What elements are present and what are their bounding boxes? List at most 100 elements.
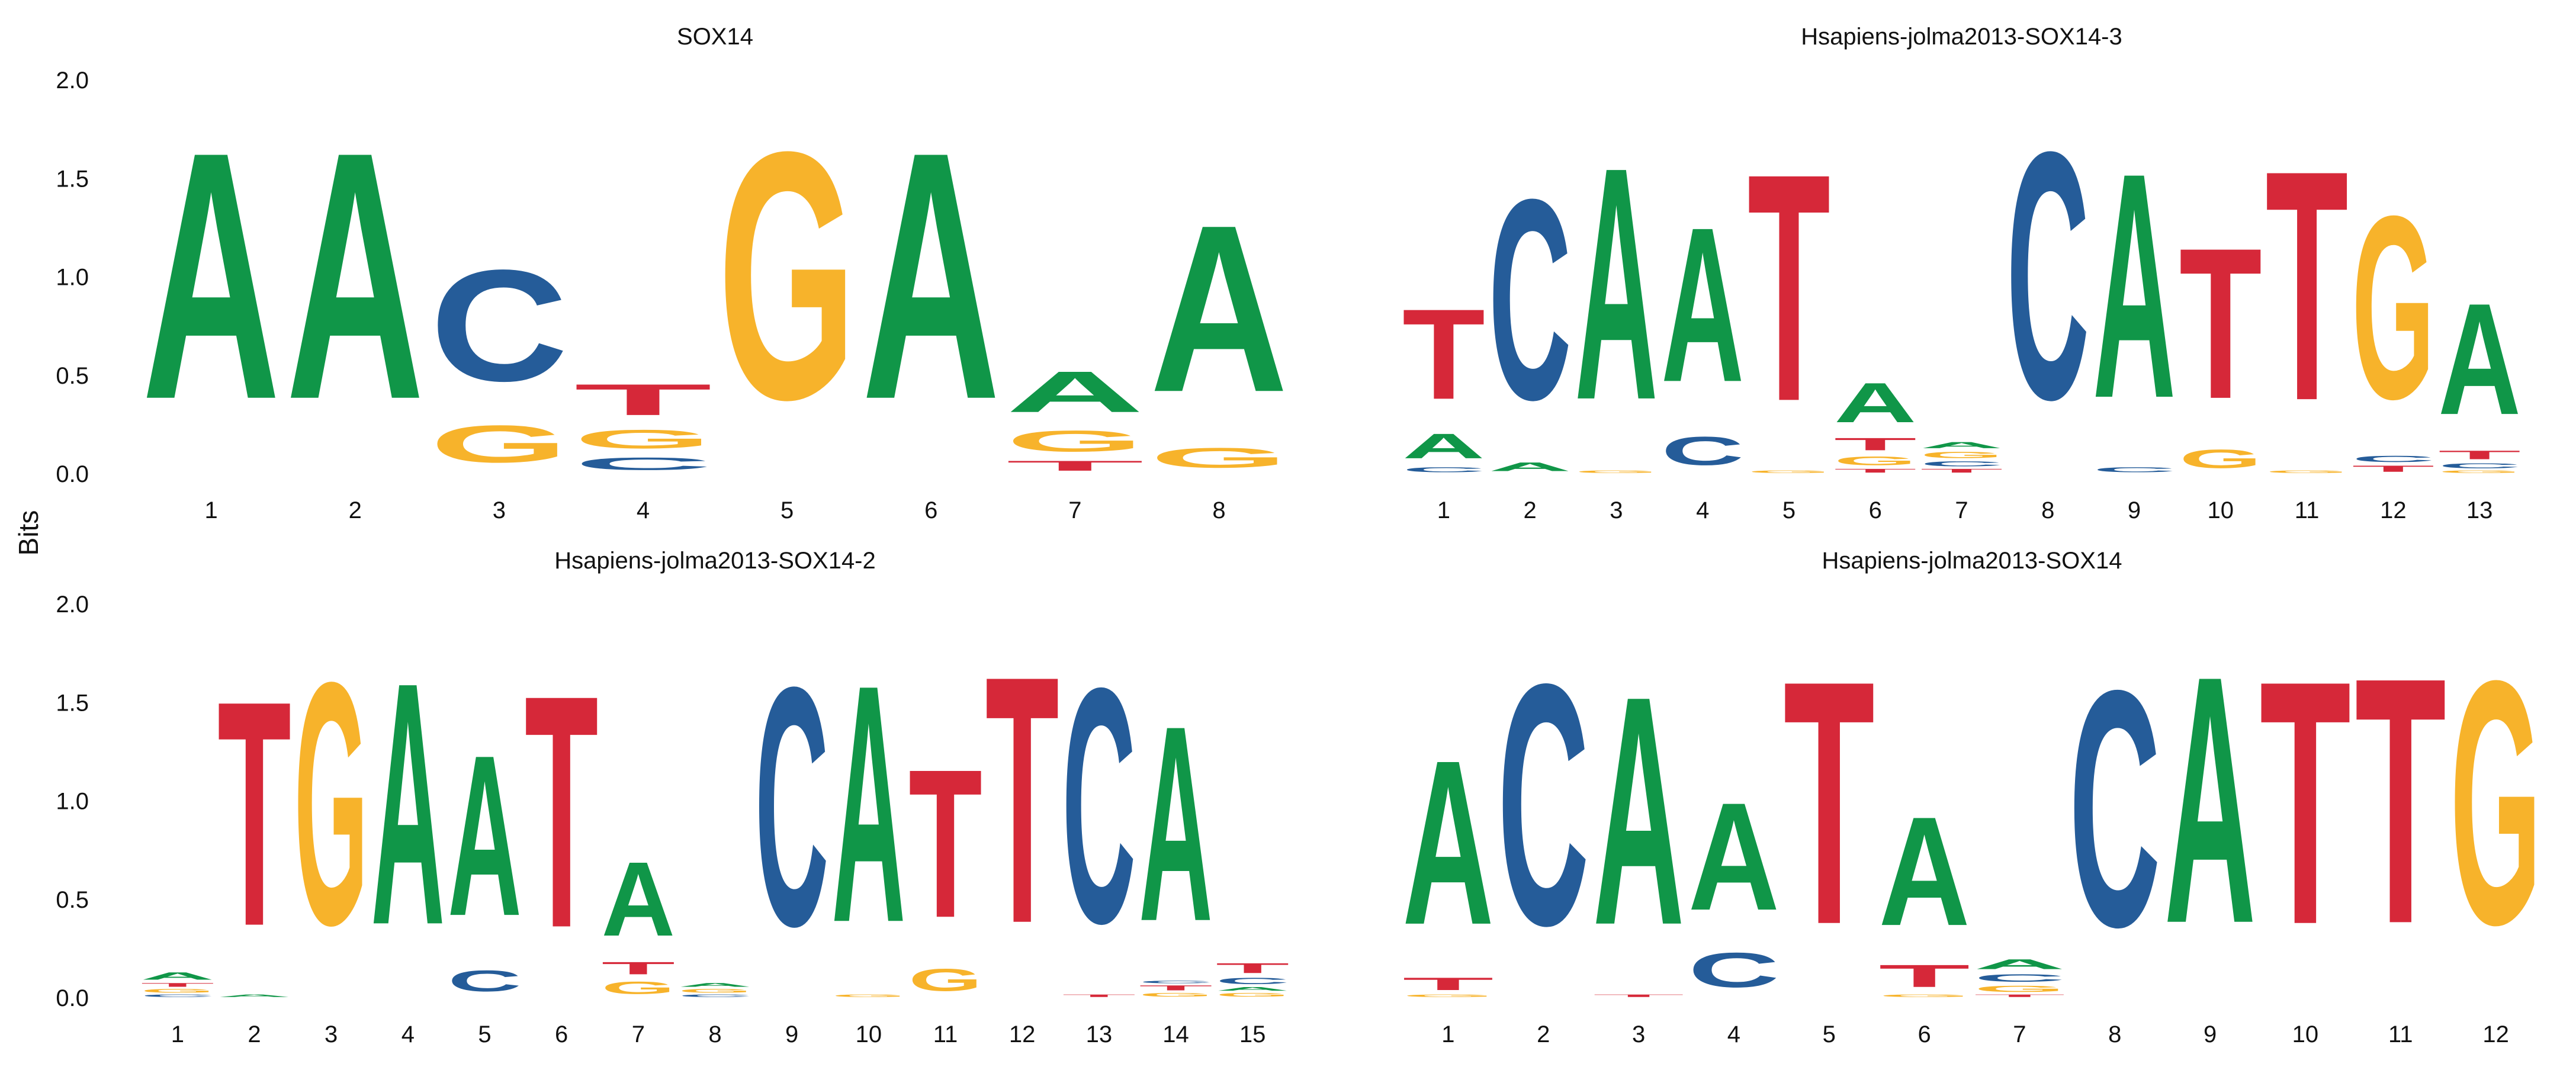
logo-panel-3: Hsapiens-jolma2013-SOX14-2 0.0 0.5 1.0 1.5 2.… — [56, 548, 1289, 1047]
letter-A: A — [862, 78, 1000, 473]
letter-A: A — [2093, 107, 2176, 465]
x-tick-label: 8 — [708, 1021, 721, 1047]
letter-T: T — [1062, 994, 1136, 998]
letter-C: C — [430, 237, 568, 414]
x-tick-label: 12 — [2482, 1021, 2509, 1047]
letter-T: T — [602, 958, 675, 978]
letter-A: A — [1688, 772, 1780, 943]
x-tick-label: 6 — [1869, 497, 1882, 523]
letter-C: C — [1974, 972, 2065, 984]
letter-T: T — [574, 375, 712, 425]
letter-A: A — [602, 840, 675, 959]
x-tick-label: 12 — [2380, 497, 2407, 523]
x-tick-label: 7 — [1955, 497, 1968, 523]
letter-G: G — [2179, 444, 2262, 474]
x-tick-label: 3 — [1610, 497, 1623, 523]
x-tick-label: 4 — [1727, 1021, 1740, 1047]
letter-T: T — [1006, 458, 1144, 474]
x-tick-label: 9 — [785, 1021, 798, 1047]
letter-G: G — [1006, 425, 1144, 458]
y-tick-label: 1.0 — [56, 789, 89, 815]
x-tick-label: 9 — [2128, 497, 2141, 523]
y-tick-label: 2.0 — [56, 68, 89, 94]
letter-A: A — [1402, 711, 1493, 973]
panel-title: Hsapiens-jolma2013-SOX14-2 — [554, 548, 876, 574]
letter-A: A — [2438, 270, 2521, 448]
letter-A: A — [1216, 986, 1289, 992]
letter-C: C — [1920, 460, 2003, 468]
letter-T: T — [2179, 204, 2262, 444]
letter-A: A — [1489, 460, 1572, 474]
letter-G: G — [1748, 470, 1830, 474]
letter-G: G — [430, 414, 568, 474]
letter-T: T — [1748, 106, 1830, 469]
letter-C: C — [1139, 980, 1212, 984]
letter-T: T — [1139, 984, 1212, 992]
letter-C: C — [1688, 943, 1780, 998]
letter-T: T — [1216, 960, 1289, 976]
letter-T: T — [2438, 448, 2521, 462]
letter-A: A — [1593, 628, 1684, 993]
x-tick-label: 11 — [933, 1021, 958, 1047]
letter-G: G — [1402, 994, 1493, 998]
letter-G: G — [2438, 470, 2521, 474]
x-tick-label: 4 — [1696, 497, 1709, 523]
letter-T: T — [1878, 958, 1970, 994]
x-tick-label: 3 — [1632, 1021, 1645, 1047]
letter-T: T — [908, 725, 982, 962]
x-tick-label: 1 — [1441, 1021, 1454, 1047]
x-tick-label: 8 — [1212, 497, 1225, 523]
y-tick-label: 0.0 — [56, 461, 89, 487]
letter-G: G — [908, 962, 982, 998]
x-tick-label: 5 — [1823, 1021, 1836, 1047]
y-axis-title: Bits — [13, 510, 44, 556]
logo-panel-4: Hsapiens-jolma2013-SOX14GTA1C2TA3CA4T5GT… — [1402, 548, 2542, 1047]
letter-C: C — [755, 616, 828, 998]
letter-G: G — [1974, 984, 2065, 994]
panel-title: Hsapiens-jolma2013-SOX14 — [1822, 548, 2122, 574]
letter-C: C — [1498, 612, 1589, 997]
letter-A: A — [286, 78, 424, 473]
x-tick-label: 3 — [325, 1021, 338, 1047]
x-tick-label: 7 — [1068, 497, 1081, 523]
letter-C: C — [574, 454, 712, 474]
letter-C: C — [2006, 78, 2089, 473]
x-tick-label: 3 — [493, 497, 506, 523]
logo-panel-2: Hsapiens-jolma2013-SOX14-3CAT1AC2GA3CA4G… — [1402, 24, 2521, 523]
letter-G: G — [1216, 992, 1289, 998]
x-tick-label: 6 — [924, 497, 937, 523]
x-tick-label: 4 — [402, 1021, 415, 1047]
letter-T: T — [1402, 283, 1485, 427]
x-tick-label: 2 — [1524, 497, 1537, 523]
x-tick-label: 5 — [478, 1021, 491, 1047]
letter-A: A — [141, 970, 214, 982]
x-tick-label: 8 — [2108, 1021, 2121, 1047]
letter-G: G — [2266, 470, 2349, 474]
letter-A: A — [1006, 359, 1144, 425]
x-tick-label: 14 — [1162, 1021, 1189, 1047]
letter-A: A — [1402, 426, 1485, 466]
x-tick-label: 11 — [2295, 497, 2320, 523]
x-tick-label: 7 — [2013, 1021, 2026, 1047]
letter-C: C — [448, 964, 521, 998]
x-tick-label: 15 — [1239, 1021, 1266, 1047]
x-tick-label: 2 — [248, 1021, 261, 1047]
letter-C: C — [1489, 140, 1572, 459]
letter-A: A — [371, 611, 445, 997]
letter-C: C — [2093, 466, 2176, 474]
y-tick-label: 0.0 — [56, 985, 89, 1011]
y-tick-label: 0.5 — [56, 887, 89, 913]
x-tick-label: 2 — [1537, 1021, 1550, 1047]
x-tick-label: 13 — [1086, 1021, 1113, 1047]
x-tick-label: 12 — [1009, 1021, 1036, 1047]
letter-A: A — [678, 982, 751, 988]
letter-G: G — [718, 79, 856, 474]
x-tick-label: 6 — [555, 1021, 568, 1047]
panel-title: SOX14 — [677, 24, 753, 50]
letter-T: T — [2352, 464, 2434, 474]
letter-G: G — [1834, 454, 1917, 468]
x-tick-label: 13 — [2466, 497, 2493, 523]
y-tick-label: 1.5 — [56, 166, 89, 192]
